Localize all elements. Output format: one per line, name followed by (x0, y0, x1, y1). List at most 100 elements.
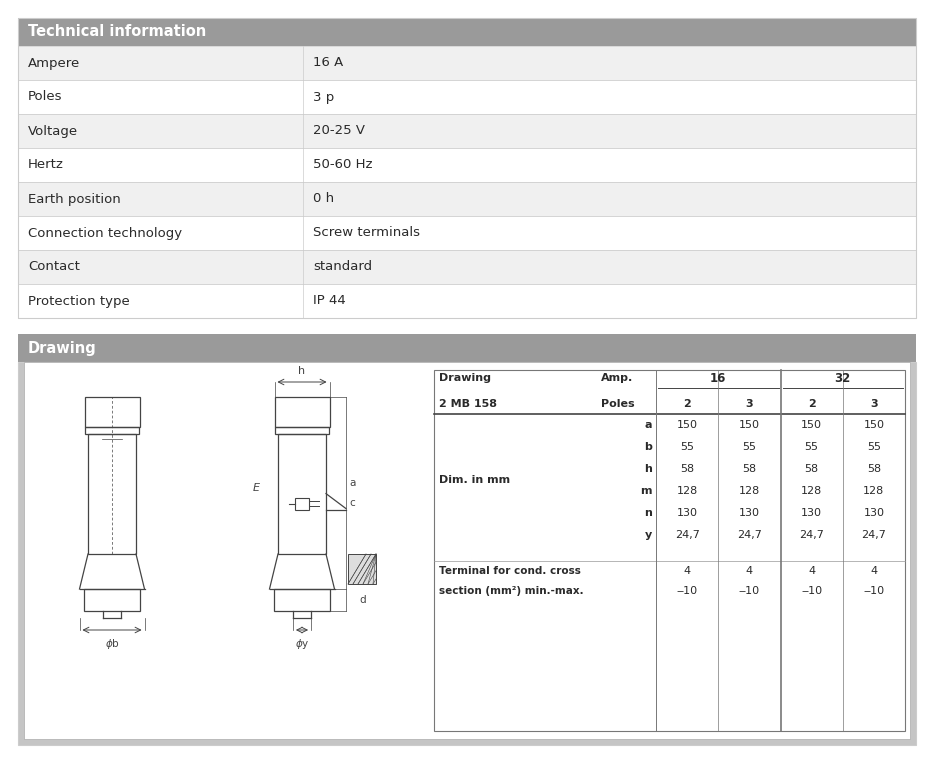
Text: 150: 150 (739, 420, 760, 430)
Text: 3: 3 (745, 399, 753, 409)
Text: 150: 150 (863, 420, 884, 430)
Bar (18, 18, 916, 46)
Text: 150: 150 (801, 420, 822, 430)
Bar (18, 80, 916, 114)
Text: Protection type: Protection type (28, 295, 130, 307)
Text: Terminal for cond. cross: Terminal for cond. cross (439, 566, 581, 576)
Bar (84, 397, 139, 427)
Text: 58: 58 (867, 464, 881, 474)
Text: ‒10: ‒10 (801, 586, 822, 596)
Text: 3 p: 3 p (313, 91, 334, 104)
Text: h: h (299, 366, 305, 376)
Text: Poles: Poles (28, 91, 63, 104)
Text: b: b (644, 442, 652, 452)
Text: 55: 55 (805, 442, 818, 452)
Text: 130: 130 (863, 508, 884, 518)
Text: 128: 128 (676, 486, 698, 496)
Text: Technical information: Technical information (28, 24, 206, 40)
Text: 4: 4 (684, 566, 691, 576)
Bar (84, 589, 140, 611)
Text: 4: 4 (808, 566, 815, 576)
Text: 130: 130 (801, 508, 822, 518)
Text: 128: 128 (739, 486, 760, 496)
Text: Voltage: Voltage (28, 124, 78, 137)
Text: m: m (641, 486, 652, 496)
Text: 55: 55 (867, 442, 881, 452)
Text: 55: 55 (743, 442, 757, 452)
Text: 24,7: 24,7 (800, 530, 824, 540)
Bar (275, 397, 330, 427)
Text: IP 44: IP 44 (313, 295, 346, 307)
Text: 130: 130 (739, 508, 760, 518)
Text: 24,7: 24,7 (861, 530, 886, 540)
Bar (18, 284, 916, 318)
Bar (278, 434, 326, 554)
Bar (18, 46, 916, 80)
Text: Dim. in mm: Dim. in mm (439, 475, 510, 485)
Text: 50-60 Hz: 50-60 Hz (313, 159, 373, 172)
Bar (18, 182, 916, 216)
Text: 128: 128 (801, 486, 822, 496)
Text: 130: 130 (676, 508, 698, 518)
Text: 0 h: 0 h (313, 192, 334, 205)
Bar (18, 362, 916, 745)
Text: 2: 2 (684, 399, 691, 409)
Text: 2: 2 (808, 399, 815, 409)
Text: Hertz: Hertz (28, 159, 64, 172)
Text: n: n (644, 508, 652, 518)
Bar (275, 427, 329, 434)
Text: c: c (349, 498, 355, 508)
Text: 58: 58 (743, 464, 757, 474)
Bar (24, 362, 910, 739)
Text: 128: 128 (863, 486, 884, 496)
Text: 55: 55 (680, 442, 694, 452)
Text: ‒10: ‒10 (863, 586, 884, 596)
Bar (88, 434, 136, 554)
Text: 4: 4 (870, 566, 877, 576)
Text: Screw terminals: Screw terminals (313, 227, 420, 240)
Text: 16 A: 16 A (313, 56, 344, 69)
Text: 2 MB 158: 2 MB 158 (439, 399, 497, 409)
Text: Ampere: Ampere (28, 56, 80, 69)
Text: 24,7: 24,7 (737, 530, 762, 540)
Text: a: a (644, 420, 652, 430)
Bar (434, 370, 905, 731)
Bar (18, 250, 916, 284)
Text: 20-25 V: 20-25 V (313, 124, 365, 137)
Text: 3: 3 (870, 399, 878, 409)
Text: Amp.: Amp. (601, 373, 633, 383)
Bar (274, 589, 330, 611)
Bar (295, 497, 309, 510)
Text: Contact: Contact (28, 260, 80, 273)
Bar (18, 334, 916, 362)
Bar (18, 148, 916, 182)
Text: 58: 58 (680, 464, 694, 474)
Text: ‒10: ‒10 (739, 586, 760, 596)
Bar (348, 554, 376, 584)
Text: 58: 58 (804, 464, 819, 474)
Text: $\phi$b: $\phi$b (105, 637, 120, 651)
Text: ‒10: ‒10 (676, 586, 698, 596)
Text: Drawing: Drawing (439, 373, 491, 383)
Text: Connection technology: Connection technology (28, 227, 182, 240)
Text: d: d (360, 595, 366, 605)
Text: E: E (253, 483, 260, 493)
Text: Earth position: Earth position (28, 192, 120, 205)
Text: Drawing: Drawing (28, 340, 97, 356)
Text: 150: 150 (676, 420, 698, 430)
Text: section (mm²) min.-max.: section (mm²) min.-max. (439, 586, 584, 596)
Text: Poles: Poles (601, 399, 634, 409)
Text: $\phi$y: $\phi$y (294, 637, 309, 651)
Bar (18, 114, 916, 148)
Bar (18, 216, 916, 250)
Text: 32: 32 (835, 372, 851, 385)
Bar (85, 427, 139, 434)
Text: a: a (349, 478, 356, 488)
Text: standard: standard (313, 260, 372, 273)
Text: 16: 16 (710, 372, 727, 385)
Text: y: y (644, 530, 652, 540)
Text: h: h (644, 464, 652, 474)
Bar (18, 18, 916, 318)
Text: 4: 4 (746, 566, 753, 576)
Text: 24,7: 24,7 (674, 530, 700, 540)
